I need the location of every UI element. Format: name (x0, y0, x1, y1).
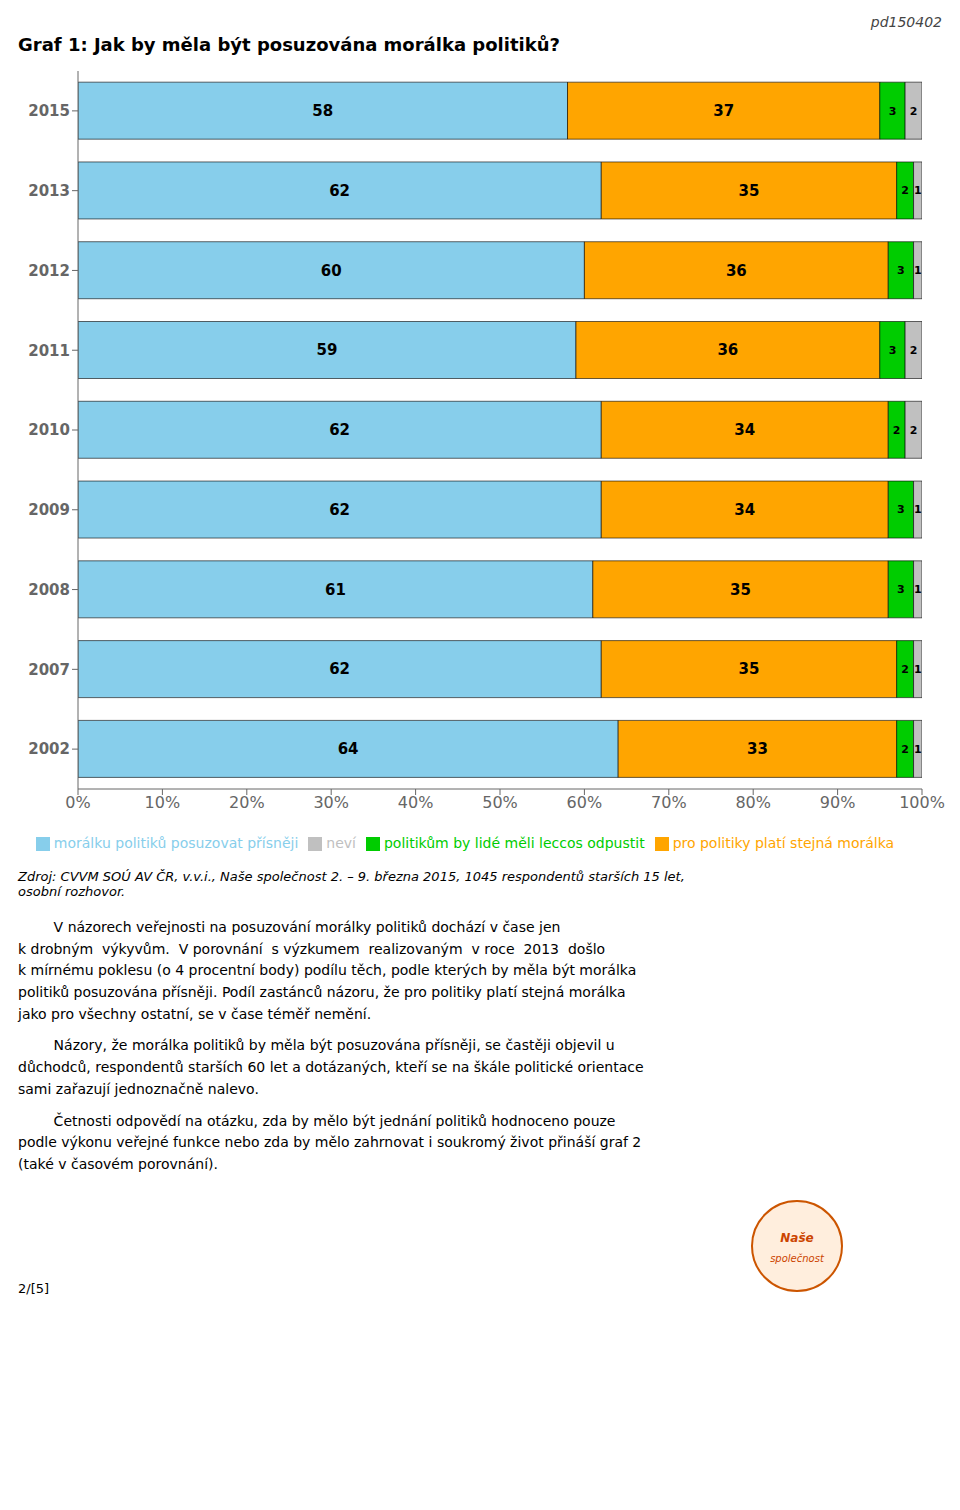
html-text:neví: neví (326, 835, 356, 851)
svg-text:2007: 2007 (28, 661, 70, 679)
html-text:Četnosti odpovědí na otázku, z: Četnosti odpovědí na otázku, zda by mělo… (18, 1112, 642, 1172)
svg-text:64: 64 (338, 740, 359, 758)
svg-text:1: 1 (914, 663, 922, 676)
html-text:V názorech veřejnosti na posuz: V názorech veřejnosti na posuzování morá… (18, 919, 637, 1022)
svg-text:2008: 2008 (28, 581, 70, 599)
html-text:Graf 1: Jak by měla být posuzo: Graf 1: Jak by měla být posuzována morál… (18, 34, 560, 55)
html-text:morálku politiků posuzovat pří: morálku politiků posuzovat přísněji (53, 835, 299, 851)
svg-text:62: 62 (329, 501, 350, 519)
svg-text:40%: 40% (398, 793, 434, 812)
svg-text:Naše: Naše (780, 1231, 813, 1245)
svg-text:2012: 2012 (28, 262, 70, 280)
svg-text:62: 62 (329, 182, 350, 200)
html-text:2/[5]: 2/[5] (18, 1280, 50, 1296)
svg-text:0%: 0% (65, 793, 90, 812)
svg-text:2015: 2015 (28, 102, 70, 120)
html-text:pro politiky platí stejná morá: pro politiky platí stejná morálka (672, 835, 895, 851)
svg-text:2: 2 (901, 743, 909, 756)
svg-text:1: 1 (914, 184, 922, 197)
svg-text:1: 1 (914, 503, 922, 516)
svg-text:společnost: společnost (770, 1253, 825, 1264)
svg-text:2009: 2009 (28, 501, 70, 519)
svg-text:61: 61 (325, 581, 346, 599)
svg-text:10%: 10% (145, 793, 181, 812)
svg-text:2: 2 (901, 663, 909, 676)
svg-text:20%: 20% (229, 793, 265, 812)
svg-text:90%: 90% (820, 793, 856, 812)
svg-text:2: 2 (901, 184, 909, 197)
svg-text:3: 3 (897, 583, 905, 596)
svg-text:35: 35 (730, 581, 751, 599)
svg-text:36: 36 (726, 262, 747, 280)
svg-text:35: 35 (739, 182, 760, 200)
svg-text:3: 3 (897, 503, 905, 516)
svg-text:62: 62 (329, 421, 350, 439)
svg-text:2: 2 (910, 105, 918, 118)
svg-text:30%: 30% (313, 793, 349, 812)
svg-text:50%: 50% (482, 793, 518, 812)
svg-text:70%: 70% (651, 793, 687, 812)
svg-text:2011: 2011 (28, 342, 70, 360)
svg-text:60%: 60% (567, 793, 603, 812)
svg-text:3: 3 (889, 344, 897, 357)
svg-text:2: 2 (910, 344, 918, 357)
svg-text:2013: 2013 (28, 182, 70, 200)
svg-text:33: 33 (747, 740, 768, 758)
svg-text:80%: 80% (735, 793, 771, 812)
svg-text:34: 34 (734, 501, 755, 519)
svg-text:100%: 100% (899, 793, 945, 812)
svg-text:1: 1 (914, 583, 922, 596)
svg-text:37: 37 (713, 102, 734, 120)
svg-text:62: 62 (329, 660, 350, 678)
svg-text:2002: 2002 (28, 740, 70, 758)
svg-text:3: 3 (889, 105, 897, 118)
html-text:Názory, že morálka politiků by: Názory, že morálka politiků by měla být … (18, 1037, 644, 1097)
svg-text:60: 60 (321, 262, 342, 280)
svg-text:1: 1 (914, 264, 922, 277)
svg-text:1: 1 (914, 743, 922, 756)
svg-text:34: 34 (734, 421, 755, 439)
svg-text:58: 58 (312, 102, 333, 120)
html-text:Zdroj: CVVM SOÚ AV ČR, v.v.i.,: Zdroj: CVVM SOÚ AV ČR, v.v.i., Naše spol… (18, 869, 685, 899)
html-text:pd150402: pd150402 (870, 14, 942, 30)
svg-text:3: 3 (897, 264, 905, 277)
svg-text:35: 35 (739, 660, 760, 678)
html-text:politikům by lidé měli leccos: politikům by lidé měli leccos odpustit (384, 835, 645, 851)
svg-text:2010: 2010 (28, 421, 70, 439)
svg-text:2: 2 (910, 424, 918, 437)
svg-text:2: 2 (893, 424, 901, 437)
svg-text:36: 36 (717, 341, 738, 359)
svg-text:59: 59 (317, 341, 338, 359)
